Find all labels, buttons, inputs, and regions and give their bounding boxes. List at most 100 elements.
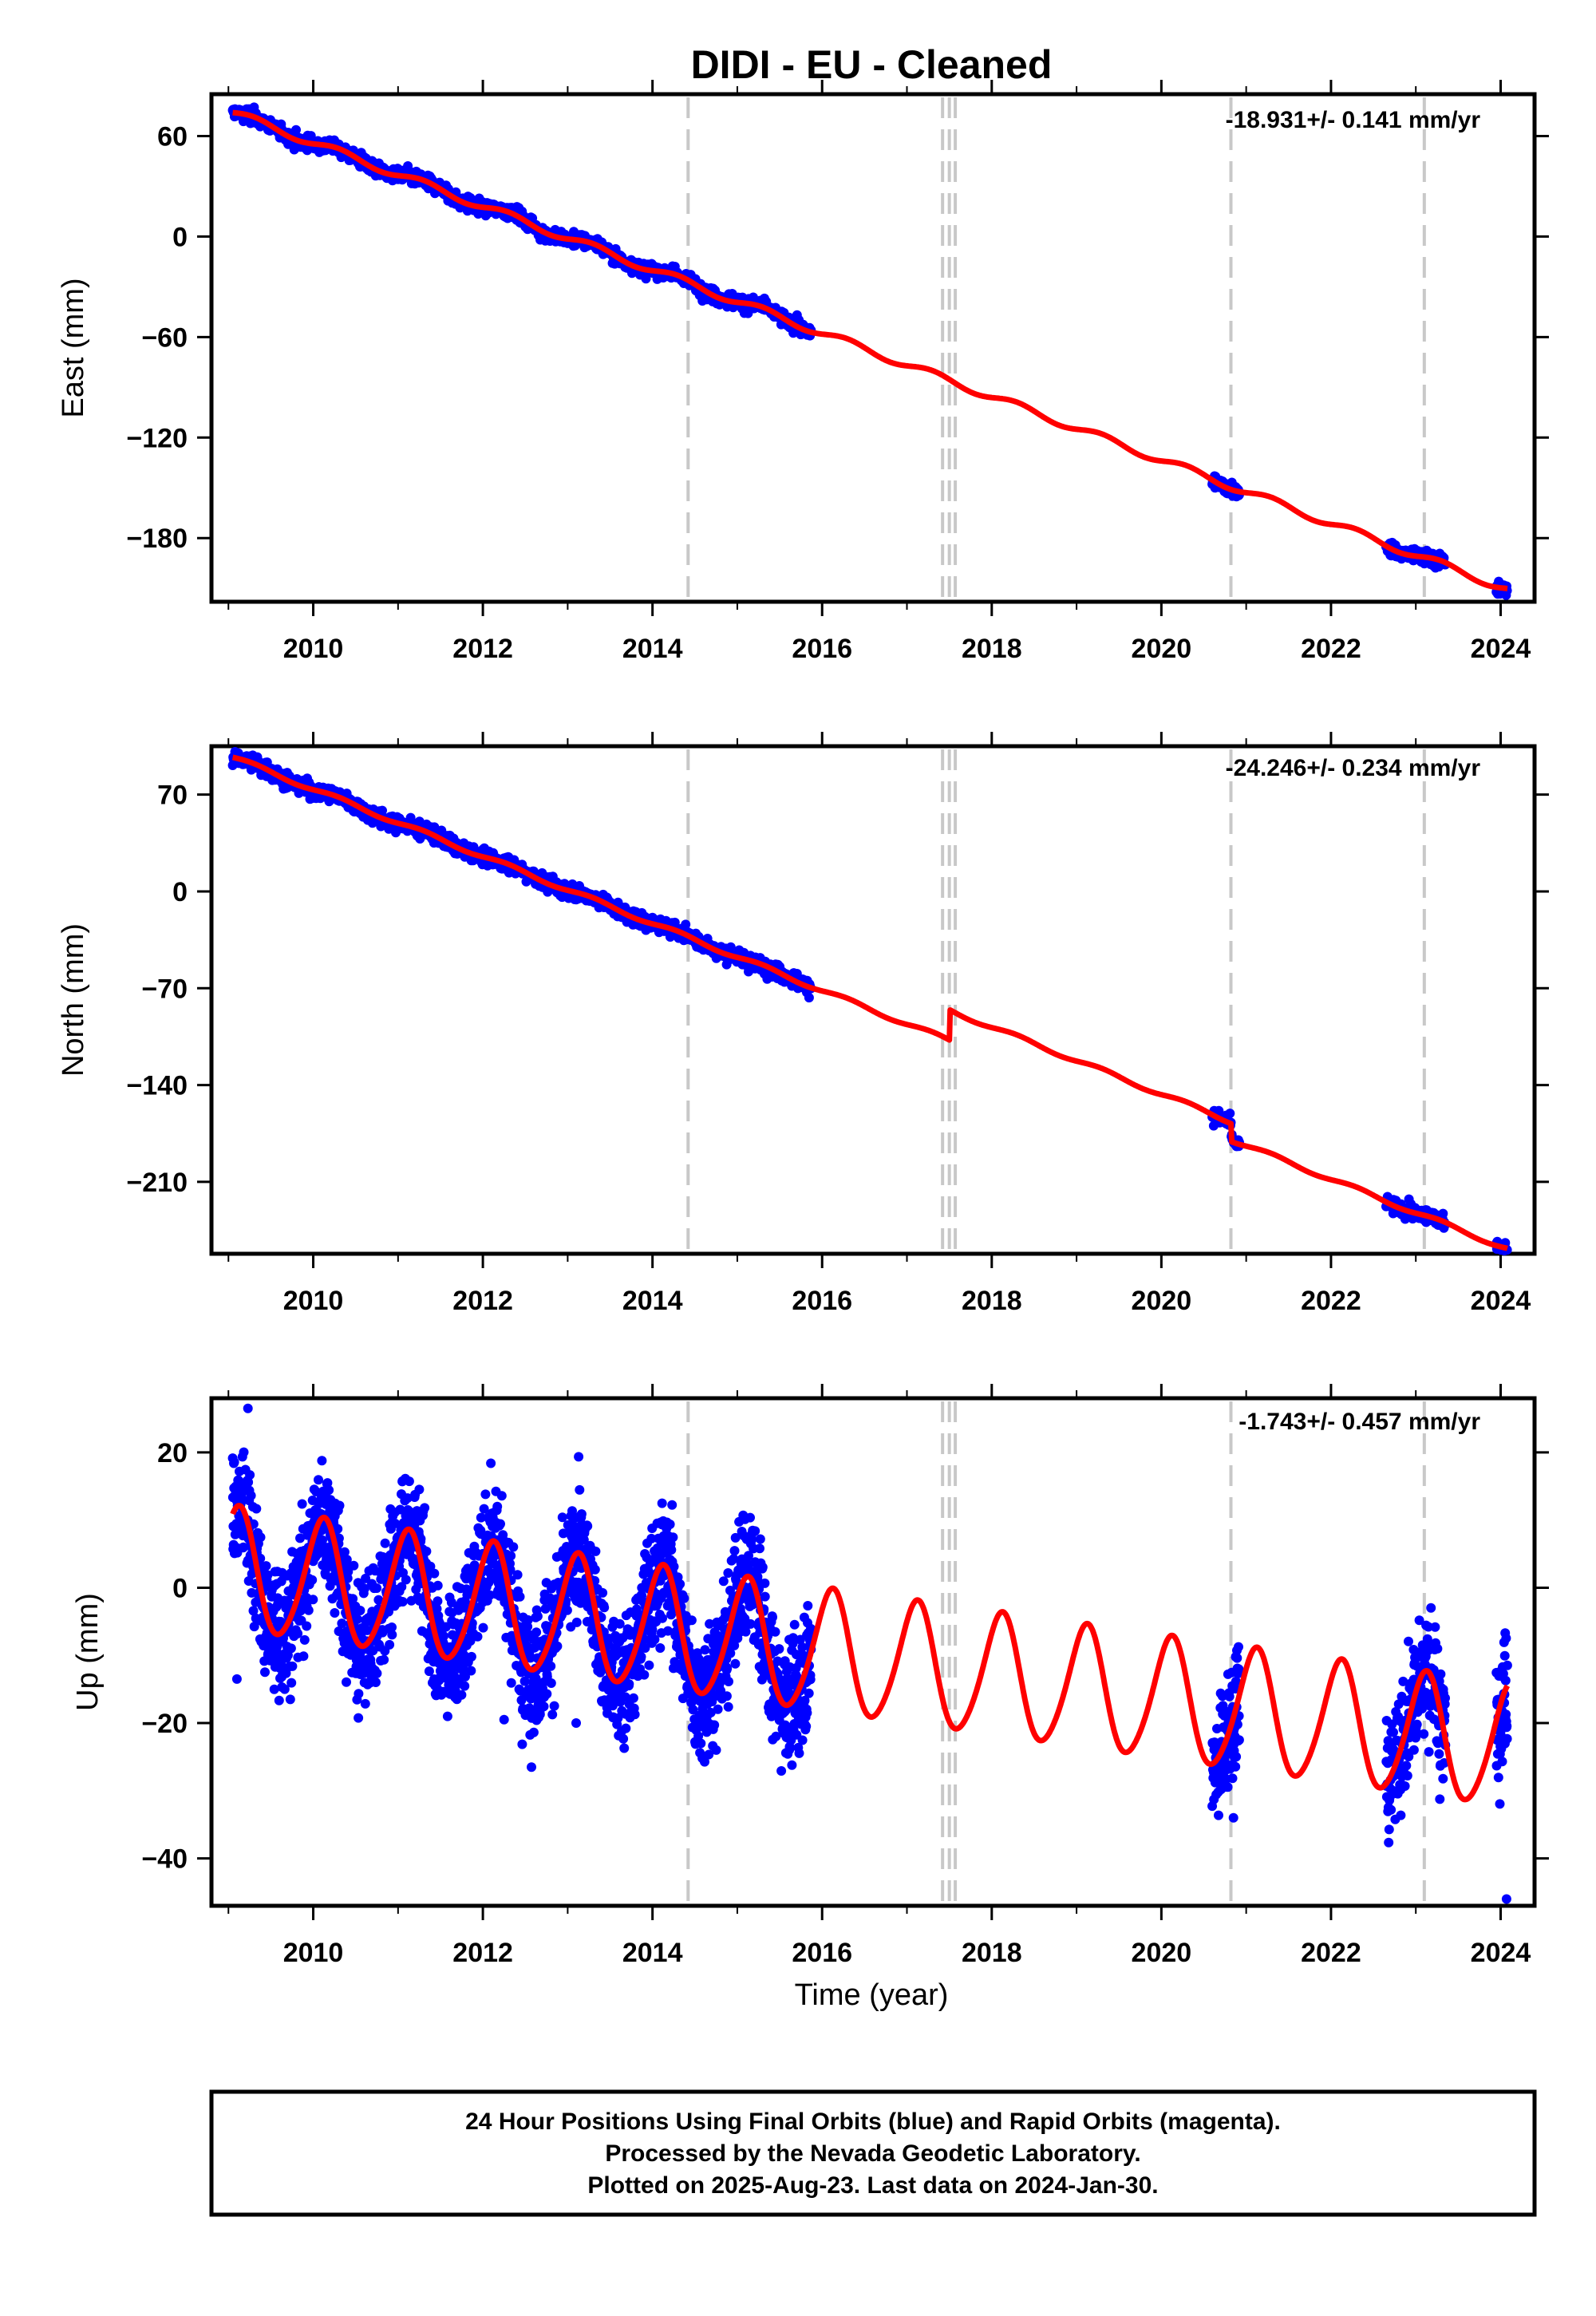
up-data-point (730, 1658, 741, 1669)
north-x-tick-label: 2022 (1301, 1286, 1361, 1316)
up-data-point (576, 1509, 587, 1520)
up-data-point (546, 1661, 556, 1671)
up-x-tick-label: 2018 (962, 1938, 1022, 1968)
up-data-point (618, 1733, 629, 1744)
up-data-point (404, 1476, 414, 1487)
north-data-point (804, 993, 814, 1003)
up-data-point (666, 1545, 677, 1555)
up-data-point (229, 1457, 239, 1468)
up-data-point (342, 1677, 351, 1687)
up-data-point (512, 1570, 523, 1580)
up-data-point (547, 1709, 558, 1720)
up-data-point (624, 1679, 634, 1690)
up-data-point (718, 1576, 729, 1587)
up-data-point (456, 1690, 467, 1700)
up-data-point (542, 1689, 552, 1699)
up-data-point (424, 1666, 434, 1677)
east-x-tick-label: 2010 (283, 634, 344, 664)
up-data-point (722, 1663, 733, 1674)
chart-title: DIDI - EU - Cleaned (691, 42, 1053, 87)
up-data-point (439, 1631, 448, 1641)
up-data-point (496, 1491, 507, 1501)
up-data-point (571, 1617, 582, 1627)
up-data-point (723, 1701, 733, 1712)
up-data-point (598, 1587, 608, 1598)
up-data-point (299, 1634, 310, 1645)
up-data-point (324, 1485, 334, 1496)
north-x-tick-label: 2010 (283, 1286, 344, 1316)
up-data-point (302, 1621, 312, 1631)
up-x-tick-label: 2016 (792, 1938, 852, 1968)
up-data-point (480, 1489, 491, 1500)
up-data-point (686, 1615, 697, 1626)
up-data-point (401, 1575, 411, 1585)
up-data-point (667, 1500, 678, 1510)
up-data-point (414, 1484, 425, 1495)
panel-east: East (mm) 2010 2012 2014 2016 2018 2020 2022 20… (57, 80, 1549, 664)
north-y-tick-label: −140 (126, 1071, 188, 1101)
up-data-point (486, 1458, 496, 1468)
north-y-tick-label: −70 (141, 974, 188, 1004)
up-data-point (709, 1720, 720, 1730)
up-data-point (429, 1568, 440, 1579)
east-data-point (291, 124, 301, 135)
up-data-point (330, 1608, 340, 1618)
up-data-point (619, 1743, 630, 1753)
north-y-tick-label: 70 (157, 781, 188, 811)
up-data-point (531, 1627, 542, 1638)
east-x-tick-label: 2016 (792, 634, 852, 664)
up-data-point (433, 1580, 443, 1591)
up-data-point (460, 1681, 470, 1691)
north-x-tick-label: 2018 (962, 1286, 1022, 1316)
up-data-point (721, 1691, 732, 1701)
up-data-point (472, 1631, 483, 1642)
up-data-point (562, 1605, 572, 1615)
east-y-tick-label: 0 (172, 222, 188, 252)
up-data-point (297, 1499, 307, 1509)
up-data-point (599, 1603, 610, 1613)
up-data-point (729, 1546, 740, 1556)
up-data-point (549, 1701, 559, 1711)
up-data-point (506, 1678, 516, 1688)
north-y-tick-label: 0 (172, 877, 188, 907)
up-data-point (372, 1668, 382, 1678)
up-y-tick-label: 0 (172, 1573, 188, 1603)
up-data-point (334, 1500, 345, 1511)
up-data-point (583, 1521, 593, 1531)
up-data-point (515, 1591, 525, 1602)
up-data-point (711, 1745, 721, 1755)
up-data-point (387, 1630, 397, 1640)
up-data-point (245, 1470, 255, 1480)
north-x-tick-label: 2014 (622, 1286, 683, 1316)
up-data-point (657, 1498, 667, 1508)
up-data-point (307, 1575, 318, 1585)
north-rate-label: -24.246+/- 0.234 mm/yr (1226, 755, 1481, 781)
up-data-point (372, 1583, 382, 1593)
up-data-point (528, 1727, 539, 1737)
north-data-point (1438, 1208, 1448, 1219)
up-x-tick-label: 2024 (1471, 1938, 1531, 1968)
up-data-point (352, 1614, 362, 1624)
up-data-point (349, 1560, 359, 1571)
up-data-point (354, 1713, 364, 1723)
east-x-tick-label: 2012 (452, 634, 513, 664)
up-data-point (552, 1641, 563, 1651)
east-y-tick-label: 60 (157, 121, 188, 152)
up-data-point (539, 1701, 549, 1712)
up-data-point (506, 1551, 516, 1561)
up-data-point (679, 1593, 689, 1603)
north-y-tick-label: −210 (126, 1168, 188, 1198)
up-data-point (630, 1709, 640, 1720)
up-data-point (723, 1568, 733, 1578)
up-data-point (574, 1452, 584, 1462)
panel-north: North (mm) 2010 2012 2014 2016 2018 2020 2022 2… (57, 732, 1549, 1316)
up-data-point (421, 1546, 432, 1556)
up-data-point (496, 1519, 505, 1529)
up-data-point (298, 1651, 309, 1662)
up-data-point (590, 1564, 600, 1575)
east-y-tick-label: −180 (126, 524, 188, 554)
up-data-point (355, 1606, 365, 1615)
up-y-axis-label: Up (mm) (71, 1593, 105, 1711)
up-data-point (260, 1667, 270, 1678)
east-x-tick-label: 2018 (962, 634, 1022, 664)
